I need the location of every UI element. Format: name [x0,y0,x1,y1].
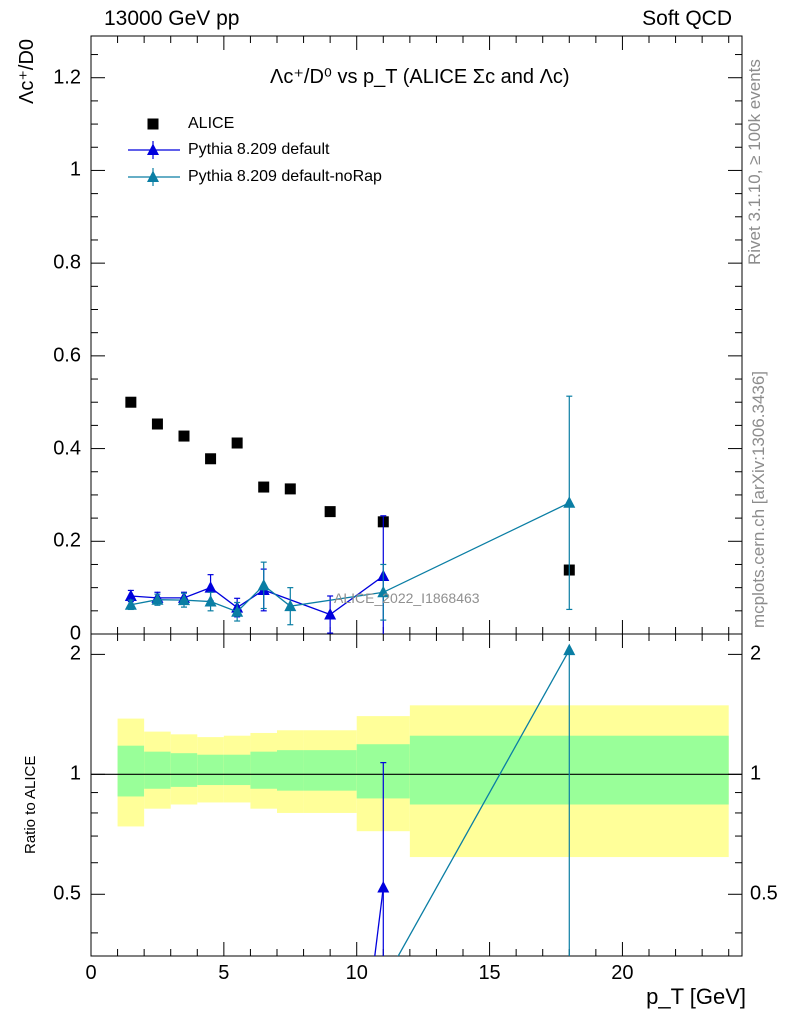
band-inner [170,753,198,787]
data-point-triangle [257,578,270,591]
data-point-triangle [204,595,217,607]
data-point-square [178,430,190,442]
ratio-y-tick-label-right: 0.5 [750,882,778,905]
y-tick-label: 0 [69,622,81,645]
header-right: Soft QCD [642,7,732,30]
legend-label: ALICE [188,115,235,132]
data-point-square [284,483,296,495]
data-point-triangle [377,585,390,598]
x-axis-title: p_T [GeV] [646,984,746,1009]
ratio-uncertainty-bands [91,705,742,858]
data-point-triangle [563,496,576,508]
rivet-label: Rivet 3.1.10, ≥ 100k events [745,59,764,265]
y-tick-label: 0.2 [53,529,81,552]
y-tick-label: 1 [69,158,81,181]
data-point-square [231,437,243,449]
y-axis-title-ratio: Ratio to ALICE [22,755,39,854]
x-tick-label: 20 [611,962,634,984]
ratio-series [374,643,576,956]
data-point-triangle [147,170,159,182]
data-point-square [205,453,217,465]
x-tick-label: 15 [478,962,501,984]
x-tick-label: 0 [85,962,97,984]
data-point-triangle [284,599,297,612]
data-series [124,395,576,956]
band-inner [223,754,251,786]
legend-label: Pythia 8.209 default [188,141,330,158]
band-inner [197,754,224,786]
data-point-triangle [377,880,390,893]
ratio-series-line [374,887,384,956]
y-tick-label: 0.8 [53,251,81,274]
data-point-square [147,118,159,130]
main-series [124,395,576,634]
x-tick-label: 5 [218,962,230,984]
axis-ticks [90,36,742,956]
data-point-triangle [231,605,244,617]
data-point-square [258,481,270,493]
ratio-y-tick-label: 1 [69,762,81,785]
ratio-frame [90,633,743,957]
data-point-square [324,506,336,518]
axes-frames [90,35,743,957]
data-point-triangle [124,589,137,601]
ratio-y-tick-label: 2 [69,642,81,665]
data-point-square [125,396,137,408]
y-tick-label: 0.6 [53,344,81,367]
data-point-triangle [178,593,190,606]
data-point-triangle [204,581,217,593]
mcplots-label: mcplots.cern.ch [arXiv:1306.3436] [749,370,768,628]
band-inner [303,750,357,791]
x-tick-label: 10 [345,962,368,984]
data-point-triangle [151,593,164,605]
ratio-y-tick-label-right: 1 [750,762,762,785]
header-left: 13000 GeV pp [104,7,240,30]
legend [128,118,180,186]
ratio-y-tick-label: 0.5 [53,882,81,905]
ratio-series-line [397,649,570,956]
analysis-watermark: ALICE_2022_I1868463 [334,590,480,606]
band-inner [250,751,277,789]
y-axis-title-main: Λc⁺/D0 [16,38,38,104]
data-point-square [151,418,163,430]
series-line [130,575,384,616]
ratio-y-tick-label-right: 2 [750,642,762,665]
band-inner [277,750,304,791]
y-tick-label: 0.4 [53,437,81,460]
data-point-triangle [124,598,137,610]
data-point-triangle [324,608,337,620]
data-point-triangle [147,143,159,155]
plot-title: Λc⁺/D⁰ vs p_T (ALICE Σc and Λc) [270,66,570,88]
data-point-triangle [563,643,576,656]
band-inner [144,751,171,789]
y-tick-label: 1.2 [53,66,81,89]
band-inner [117,745,145,797]
legend-label: Pythia 8.209 default-noRap [188,168,382,185]
